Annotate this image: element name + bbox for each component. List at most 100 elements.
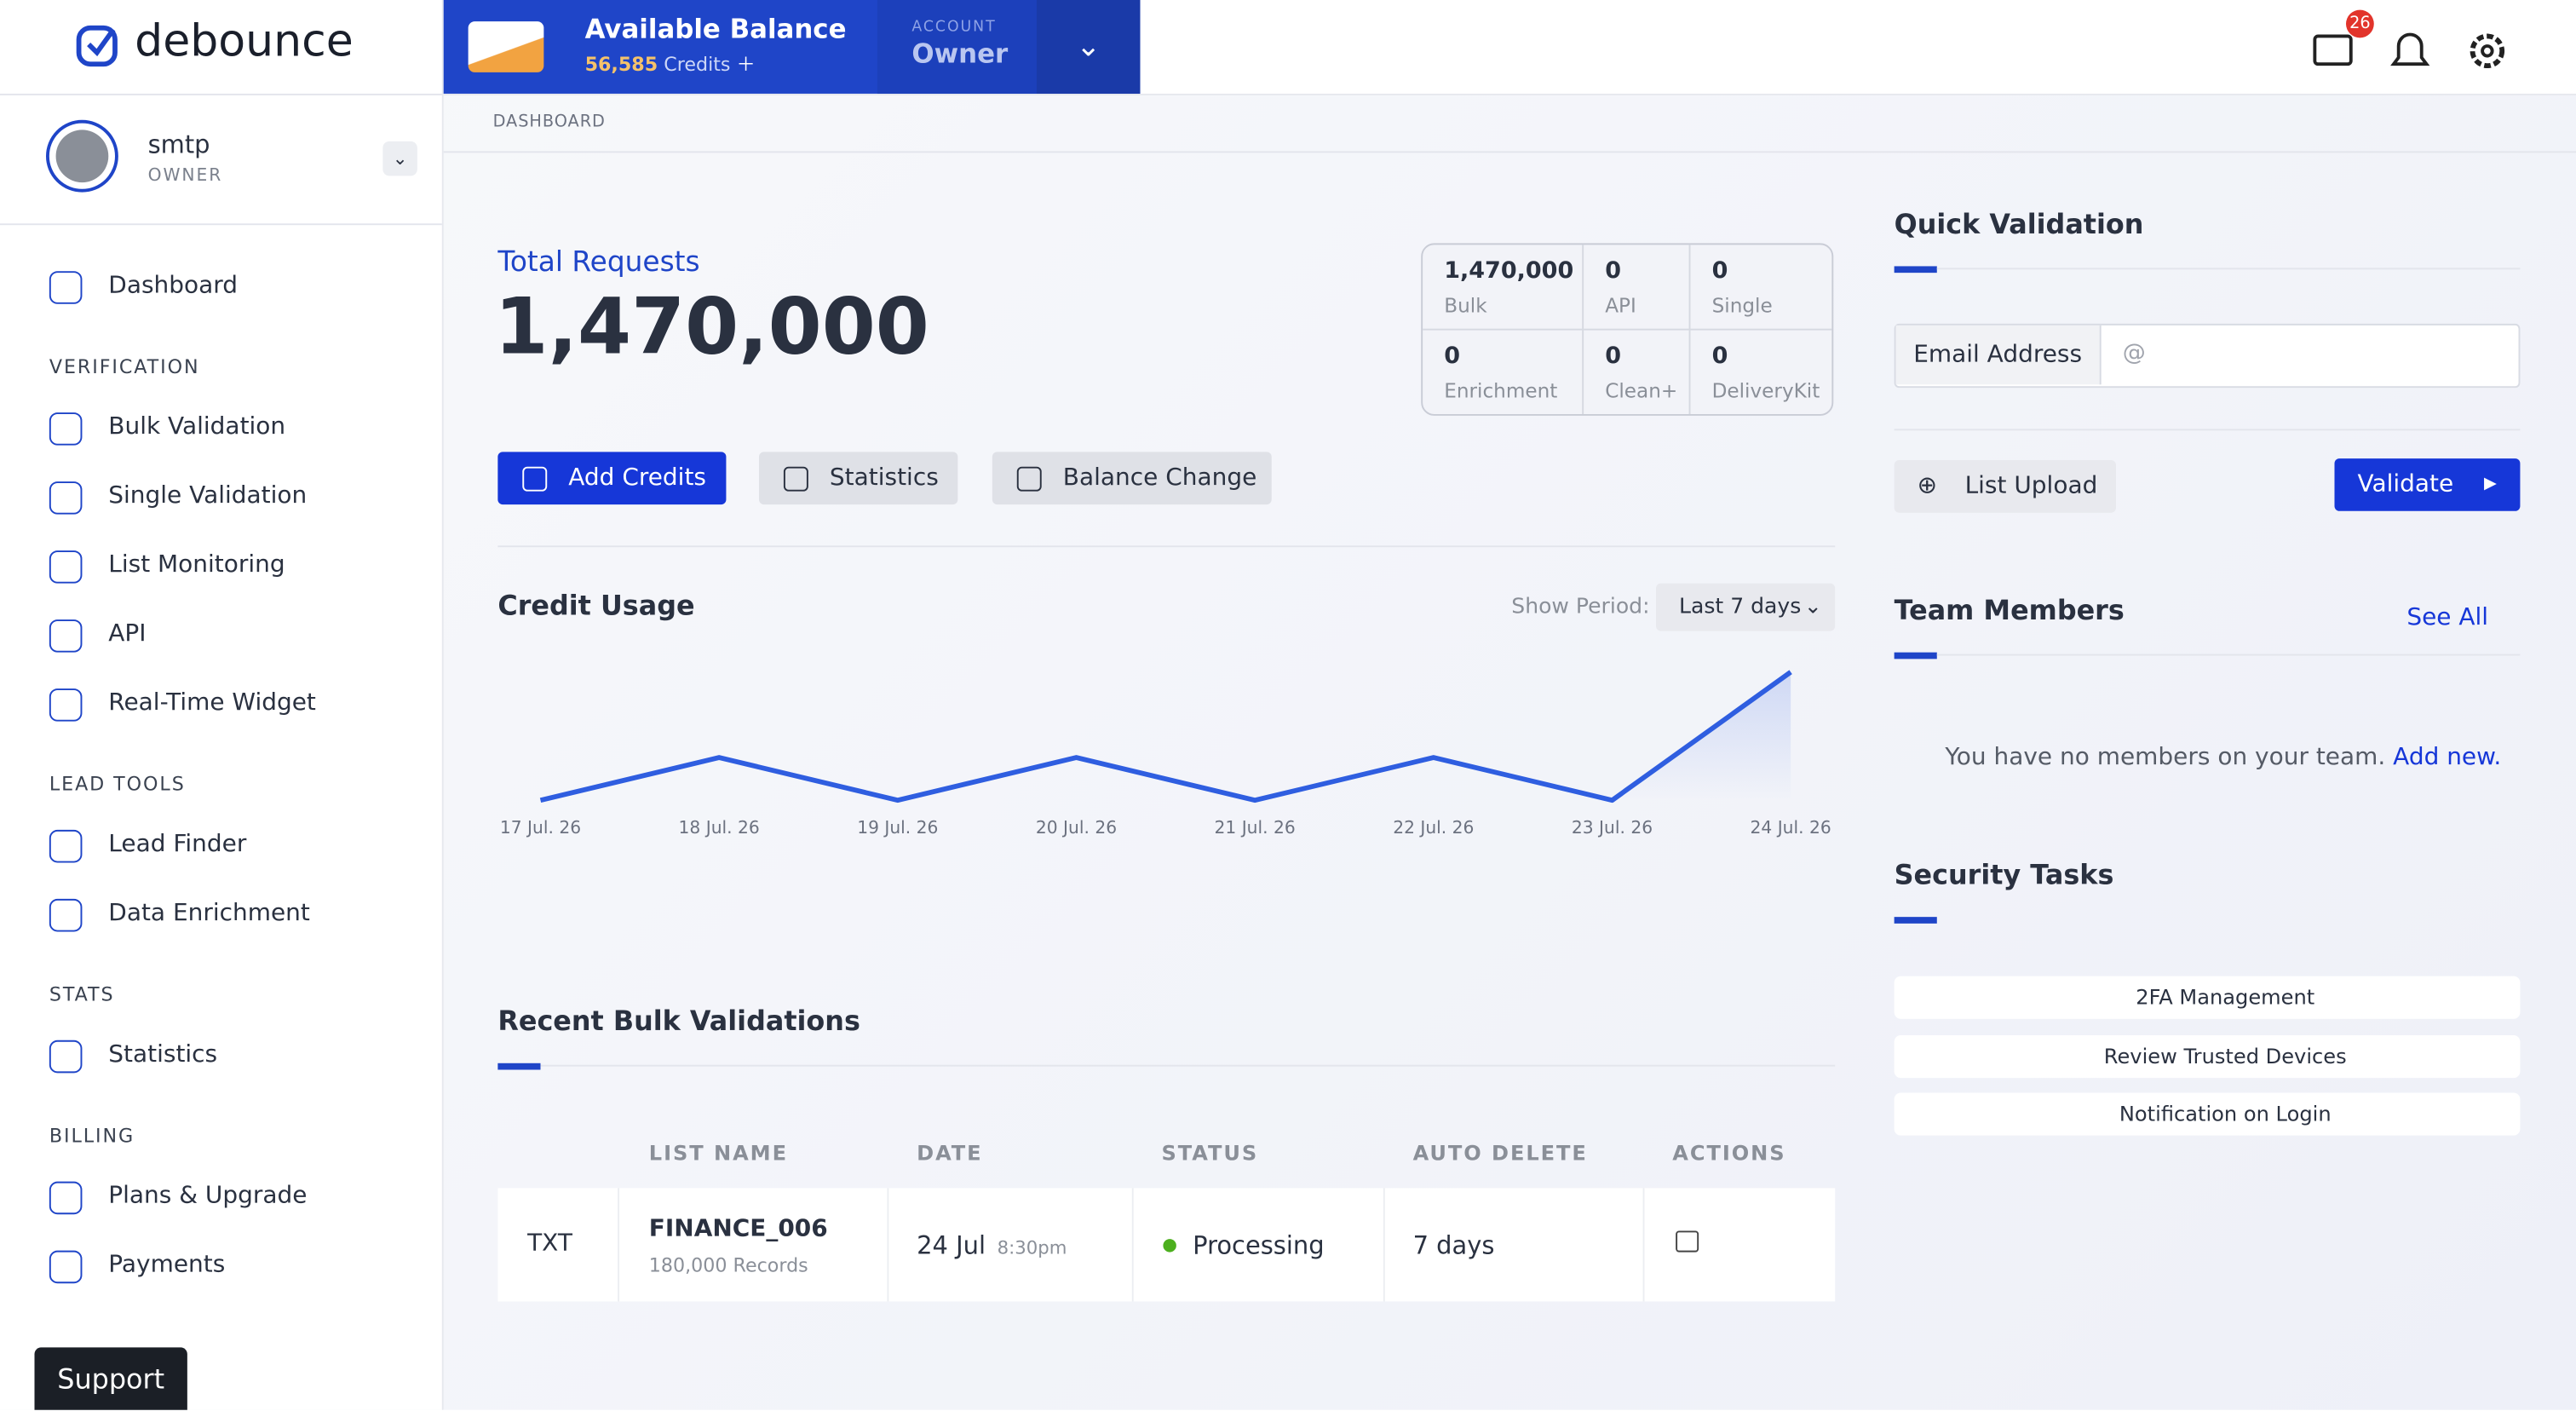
list-upload-button[interactable]: ⊕ List Upload	[1894, 459, 2116, 513]
avatar[interactable]	[45, 119, 118, 193]
nav-item-label: Statistics	[108, 1041, 218, 1068]
row-records: 180,000 Records	[648, 1253, 808, 1277]
security-title: Security Tasks	[1894, 859, 2114, 891]
breakdown-cell: 0 Single	[1690, 245, 1832, 331]
nav-item[interactable]: Real-Time Widget	[0, 687, 442, 723]
total-value: 1,470,000	[494, 282, 929, 373]
column-header: AUTO DELETE	[1412, 1140, 1588, 1166]
breakdown-value: 0	[1605, 343, 1622, 370]
nav-item[interactable]: Bulk Validation	[0, 411, 442, 446]
nav-item[interactable]: Dashboard	[0, 269, 442, 305]
account-role: Owner	[911, 37, 1009, 69]
nav-item[interactable]: Statistics	[0, 1039, 442, 1074]
total-label: Total Requests	[497, 246, 700, 279]
nav-item[interactable]: List Monitoring	[0, 549, 442, 585]
breakdown-grid: 1,470,000 Bulk 0 API 0 Single 0 Enrichment 0 Clea…	[1421, 243, 1834, 416]
cell-divider	[1642, 1188, 1645, 1302]
brand: debounce	[135, 16, 354, 68]
x-tick-label: 21 Jul. 26	[1215, 817, 1296, 838]
column-header: STATUS	[1161, 1140, 1259, 1166]
recent-title: Recent Bulk Validations	[497, 1005, 860, 1037]
archive-action[interactable]	[1676, 1230, 1699, 1253]
credit-usage-title: Credit Usage	[497, 590, 695, 621]
action-label: Balance Change	[1062, 464, 1257, 492]
email-input[interactable]: Email Address @	[1894, 323, 2521, 389]
cell-divider	[1383, 1188, 1385, 1302]
action-button[interactable]: Balance Change	[992, 452, 1272, 505]
row-status: Processing	[1193, 1230, 1325, 1261]
column-header: ACTIONS	[1672, 1140, 1786, 1166]
row-date: 24 Jul	[917, 1230, 986, 1261]
security-task[interactable]: 2FA Management	[1894, 976, 2521, 1019]
task-label: 2FA Management	[2136, 984, 2315, 1010]
notification-badge: 26	[2345, 9, 2374, 38]
security-task[interactable]: Review Trusted Devices	[1894, 1034, 2521, 1078]
user-name: smtp	[147, 130, 210, 160]
table-row: TXT FINANCE_006 180,000 Records 24 Jul 8:30p…	[497, 1188, 1836, 1302]
nav-item-label: Lead Finder	[108, 831, 247, 858]
user-menu[interactable]: ⌄	[382, 141, 417, 176]
action-icon	[522, 466, 548, 492]
x-tick-label: 17 Jul. 26	[500, 817, 581, 838]
balance-panel[interactable]: Available Balance 56,585 Credits ＋ ACCOU…	[443, 0, 1141, 94]
x-tick-label: 19 Jul. 26	[857, 817, 938, 838]
nav-item-label: List Monitoring	[108, 551, 285, 579]
nav-item[interactable]: Lead Finder	[0, 828, 442, 864]
breakdown-value: 0	[1711, 257, 1728, 285]
cell-divider	[887, 1188, 889, 1302]
nav-item-label: Bulk Validation	[108, 413, 286, 441]
security-task[interactable]: Notification on Login	[1894, 1092, 2521, 1136]
validate-label: Validate	[2357, 471, 2454, 498]
support-button[interactable]: Support	[34, 1347, 187, 1410]
task-label: Review Trusted Devices	[2103, 1042, 2347, 1068]
action-button[interactable]: Statistics	[758, 452, 958, 505]
nav-item[interactable]: Single Validation	[0, 480, 442, 515]
task-label: Notification on Login	[2119, 1101, 2332, 1126]
breakdown-label: Enrichment	[1444, 379, 1558, 403]
team-empty: You have no members on your team.	[1945, 744, 2386, 771]
email-placeholder: @	[2122, 340, 2146, 367]
column-header: DATE	[917, 1140, 983, 1166]
action-button[interactable]: Add Credits	[497, 452, 727, 505]
breakdown-label: Bulk	[1444, 294, 1487, 318]
x-tick-label: 23 Jul. 26	[1572, 817, 1653, 838]
breakdown-value: 0	[1711, 343, 1728, 370]
quick-title: Quick Validation	[1894, 208, 2144, 240]
nav-item[interactable]: Payments	[0, 1249, 442, 1285]
chart-line	[539, 670, 1792, 803]
add-member-link[interactable]: Add new.	[2393, 744, 2502, 771]
x-tick-label: 22 Jul. 26	[1393, 817, 1474, 838]
action-icon	[783, 466, 808, 492]
breakdown-value: 1,470,000	[1444, 257, 1574, 285]
nav-item-label: Data Enrichment	[108, 900, 310, 927]
breadcrumb: DASHBOARD	[492, 113, 606, 132]
nav-item[interactable]: Data Enrichment	[0, 897, 442, 933]
nav-item[interactable]: Plans & Upgrade	[0, 1180, 442, 1216]
email-label: Email Address	[1895, 325, 2102, 385]
row-time: 8:30pm	[997, 1237, 1067, 1259]
list-upload-label: List Upload	[1964, 473, 2098, 500]
breakdown-cell: 0 DeliveryKit	[1690, 331, 1831, 414]
action-label: Add Credits	[568, 464, 706, 492]
balance-title: Available Balance	[584, 13, 847, 45]
period-label: Show Period:	[1511, 595, 1650, 620]
row-auto-delete: 7 days	[1412, 1230, 1495, 1261]
breakdown-cell: 0 Clean+	[1584, 330, 1691, 414]
status-dot	[1163, 1239, 1176, 1253]
team-title: Team Members	[1894, 595, 2125, 626]
x-tick-label: 24 Jul. 26	[1751, 817, 1831, 838]
nav-item[interactable]: API	[0, 618, 442, 654]
period-select[interactable]: Last 7 days ⌄	[1655, 583, 1836, 631]
breakdown-value: 0	[1444, 343, 1461, 370]
nav-item-label: Payments	[108, 1252, 226, 1279]
x-tick-label: 18 Jul. 26	[679, 817, 760, 838]
validate-button[interactable]: Validate ▶	[2334, 458, 2521, 511]
balance-credits: 56,585	[584, 52, 658, 76]
see-all-link[interactable]: See All	[2406, 604, 2489, 631]
nav-item-label: API	[108, 620, 147, 648]
nav-item-label: Plans & Upgrade	[108, 1183, 308, 1210]
account-label: ACCOUNT	[911, 20, 997, 37]
